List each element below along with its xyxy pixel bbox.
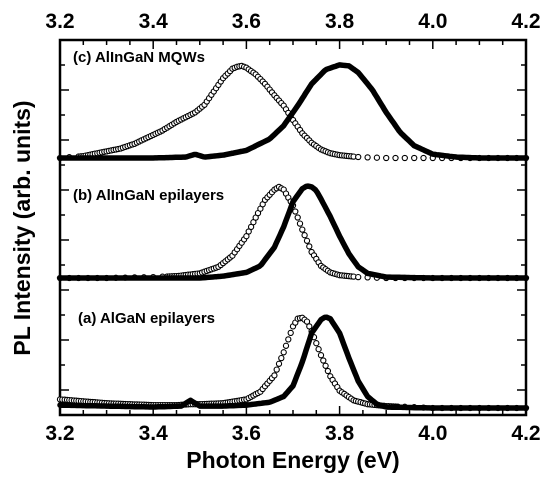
data-point [355,153,362,161]
x-tick-label: 4.0 [418,422,447,445]
data-point [296,220,304,227]
top-tick-label: 4.0 [418,10,447,33]
series-open-circles [56,62,530,162]
data-point [411,154,418,162]
data-point [287,329,294,337]
data-point [301,232,308,239]
data-point [299,226,306,233]
data-point [324,367,332,375]
data-point [273,366,280,373]
data-point [315,346,322,353]
data-point [271,372,278,379]
panel-label: (a) AlGaN epilayers [78,310,215,327]
data-point [306,323,313,330]
data-point [320,357,327,364]
bottom-tick-labels: 3.2 3.4 3.6 3.8 4.0 4.2 [45,422,540,445]
y-axis-title: PL Intensity (arb. units) [9,100,35,355]
top-tick-label: 4.2 [511,10,540,33]
data-point [306,243,313,250]
x-tick-label: 3.6 [232,422,261,445]
data-point [317,352,325,359]
data-point [280,349,287,356]
data-point [294,214,301,221]
x-tick-label: 3.8 [325,422,355,445]
data-point [303,318,311,325]
x-axis-title: Photon Energy (eV) [186,447,399,473]
data-point [285,336,292,343]
x-tick-label: 3.2 [45,422,74,445]
data-point [355,273,362,281]
x-tick-label: 3.4 [139,422,169,445]
data-point [364,154,371,161]
plot-frame [58,38,528,417]
x-tick-label: 4.2 [511,422,540,445]
data-point [322,362,329,369]
axis-ticks [59,40,527,415]
panel-labels: (c) AlInGaN MQWs (b) AlInGaN epilayers (a)… [73,49,224,327]
data-point [275,360,283,367]
top-tick-label: 3.4 [139,10,169,33]
data-point [282,342,290,349]
data-point [392,154,399,162]
series-line-filled [57,314,529,411]
series-open-circles [56,314,530,412]
data-point [373,154,381,161]
series-line-filled [57,183,529,281]
top-tick-label: 3.6 [232,10,261,33]
data-point [313,340,320,347]
top-tick-label: 3.2 [45,10,74,33]
data-point [292,208,299,215]
panel-label: (c) AlInGaN MQWs [73,49,205,66]
data-point [278,354,285,362]
data-point [401,154,408,162]
top-tick-label: 3.8 [325,10,355,33]
top-tick-labels: 3.2 3.4 3.6 3.8 4.0 4.2 [45,10,540,33]
panel-label: (b) AlInGaN epilayers [73,187,224,204]
data-point [420,154,427,162]
series-line-filled [57,62,529,161]
data-point [303,237,311,244]
data-point [383,154,390,162]
series-layer [56,62,530,412]
